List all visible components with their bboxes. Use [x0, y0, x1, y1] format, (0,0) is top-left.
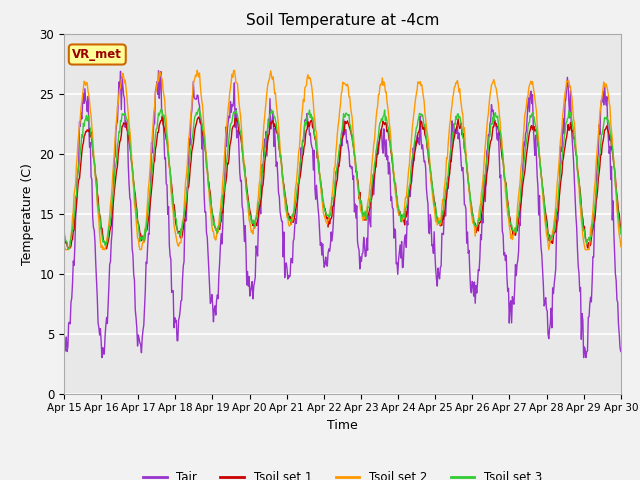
Tsoil set 1 [186, 176, 193, 182]
Text: VR_met: VR_met [72, 48, 122, 61]
Tsoil set 2 [214, 229, 222, 235]
Line: Tsoil set 1: Tsoil set 1 [64, 116, 621, 249]
Tsoil set 3 [60, 232, 68, 238]
Tair [215, 272, 223, 278]
Tsoil set 3 [195, 106, 203, 111]
Tair [617, 348, 625, 354]
Tsoil set 1 [428, 179, 436, 185]
Tsoil set 2 [230, 67, 238, 73]
Tair [60, 338, 68, 344]
Tsoil set 3 [185, 168, 193, 173]
Tsoil set 1 [412, 145, 419, 151]
Tsoil set 3 [617, 231, 625, 237]
Tsoil set 1 [60, 227, 68, 232]
Line: Tsoil set 2: Tsoil set 2 [64, 70, 621, 250]
Tsoil set 3 [71, 208, 79, 214]
Tsoil set 1 [128, 161, 136, 167]
Tair [186, 136, 193, 142]
Tsoil set 3 [412, 130, 419, 135]
Tsoil set 3 [64, 247, 72, 252]
Title: Soil Temperature at -4cm: Soil Temperature at -4cm [246, 13, 439, 28]
Tsoil set 2 [61, 247, 69, 252]
Tsoil set 1 [159, 113, 166, 119]
Tsoil set 3 [215, 224, 223, 230]
Tair [155, 68, 163, 73]
Tair [128, 246, 136, 252]
Tsoil set 2 [617, 244, 625, 250]
Legend: Tair, Tsoil set 1, Tsoil set 2, Tsoil set 3: Tair, Tsoil set 1, Tsoil set 2, Tsoil se… [138, 466, 547, 480]
Tsoil set 2 [60, 241, 68, 247]
Tsoil set 1 [103, 246, 111, 252]
Tair [412, 143, 419, 149]
Line: Tair: Tair [64, 71, 621, 358]
Tsoil set 3 [128, 165, 136, 170]
Tsoil set 2 [185, 136, 193, 142]
Line: Tsoil set 3: Tsoil set 3 [64, 108, 621, 250]
Tsoil set 2 [412, 96, 419, 101]
Tair [70, 263, 78, 268]
Tair [98, 355, 106, 360]
Tsoil set 2 [428, 184, 436, 190]
Tsoil set 2 [71, 186, 79, 192]
Tsoil set 3 [428, 179, 436, 184]
Tair [428, 243, 436, 249]
X-axis label: Time: Time [327, 419, 358, 432]
Tsoil set 2 [128, 165, 136, 171]
Tsoil set 1 [215, 224, 223, 230]
Tsoil set 1 [617, 226, 625, 232]
Y-axis label: Temperature (C): Temperature (C) [21, 163, 34, 264]
Tsoil set 1 [70, 228, 78, 233]
